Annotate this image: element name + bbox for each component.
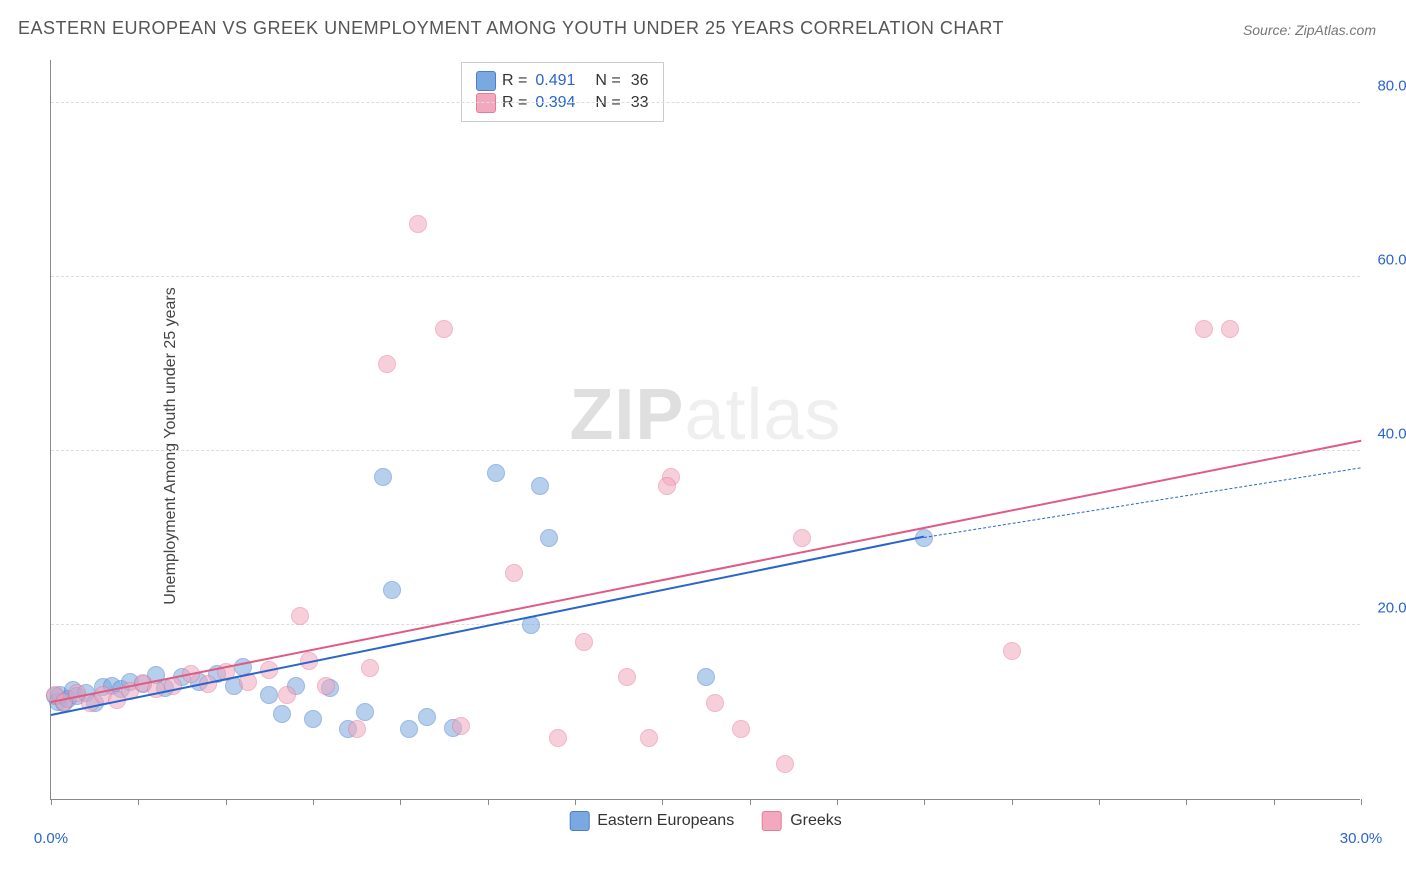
x-tick: [1274, 799, 1275, 805]
source-label: Source: ZipAtlas.com: [1243, 22, 1376, 38]
legend-row: R = 0.491 N = 36: [476, 71, 649, 91]
x-tick-label: 0.0%: [34, 830, 68, 847]
data-point: [317, 677, 335, 695]
data-point: [356, 703, 374, 721]
data-point: [776, 755, 794, 773]
legend-swatch: [569, 811, 589, 831]
legend-swatch: [762, 811, 782, 831]
legend-row: R = 0.394 N = 33: [476, 93, 649, 113]
legend-r-value: 0.394: [535, 94, 575, 112]
data-point: [435, 320, 453, 338]
legend-n-value: 36: [631, 72, 649, 90]
x-tick: [488, 799, 489, 805]
data-point: [549, 729, 567, 747]
x-tick: [51, 799, 52, 805]
data-point: [452, 717, 470, 735]
legend-label: Greeks: [790, 812, 842, 830]
data-point: [732, 720, 750, 738]
data-point: [400, 720, 418, 738]
data-point: [383, 581, 401, 599]
gridline: [51, 276, 1360, 277]
series-legend: Eastern Europeans Greeks: [569, 811, 842, 831]
correlation-legend: R = 0.491 N = 36 R = 0.394 N = 33: [461, 62, 664, 122]
x-tick: [1186, 799, 1187, 805]
data-point: [640, 729, 658, 747]
data-point: [418, 708, 436, 726]
y-tick-label: 20.0%: [1365, 599, 1406, 616]
data-point: [409, 215, 427, 233]
legend-r-value: 0.491: [535, 72, 575, 90]
legend-item: Eastern Europeans: [569, 811, 734, 831]
data-point: [348, 720, 366, 738]
x-tick: [400, 799, 401, 805]
data-point: [304, 710, 322, 728]
data-point: [575, 633, 593, 651]
y-tick-label: 40.0%: [1365, 425, 1406, 442]
x-tick: [662, 799, 663, 805]
legend-r-label: R =: [502, 72, 527, 90]
gridline: [51, 102, 1360, 103]
data-point: [540, 529, 558, 547]
x-tick: [750, 799, 751, 805]
legend-swatch: [476, 93, 496, 113]
legend-n-value: 33: [631, 94, 649, 112]
data-point: [793, 529, 811, 547]
legend-n-label: N =: [595, 72, 620, 90]
data-point: [1003, 642, 1021, 660]
data-point: [273, 705, 291, 723]
x-tick: [575, 799, 576, 805]
x-tick: [1012, 799, 1013, 805]
scatter-plot: ZIPatlas R =0.491N =36R =0.394N =33 East…: [50, 60, 1360, 800]
data-point: [505, 564, 523, 582]
chart-title: EASTERN EUROPEAN VS GREEK UNEMPLOYMENT A…: [18, 18, 1004, 39]
data-point: [374, 468, 392, 486]
data-point: [291, 607, 309, 625]
data-point: [531, 477, 549, 495]
y-tick-label: 60.0%: [1365, 251, 1406, 268]
data-point: [618, 668, 636, 686]
x-tick: [138, 799, 139, 805]
data-point: [361, 659, 379, 677]
gridline: [51, 624, 1360, 625]
watermark: ZIPatlas: [569, 374, 841, 456]
data-point: [487, 464, 505, 482]
x-tick: [1361, 799, 1362, 805]
data-point: [1221, 320, 1239, 338]
data-point: [658, 477, 676, 495]
x-tick: [837, 799, 838, 805]
x-tick: [313, 799, 314, 805]
legend-label: Eastern Europeans: [597, 812, 734, 830]
y-tick-label: 80.0%: [1365, 77, 1406, 94]
legend-item: Greeks: [762, 811, 842, 831]
data-point: [260, 686, 278, 704]
data-point: [706, 694, 724, 712]
data-point: [378, 355, 396, 373]
x-tick-label: 30.0%: [1340, 830, 1383, 847]
trend-line: [51, 440, 1361, 703]
legend-swatch: [476, 71, 496, 91]
trend-line: [51, 536, 925, 716]
x-tick: [1099, 799, 1100, 805]
gridline: [51, 450, 1360, 451]
data-point: [278, 686, 296, 704]
x-tick: [924, 799, 925, 805]
legend-r-label: R =: [502, 94, 527, 112]
legend-n-label: N =: [595, 94, 620, 112]
data-point: [1195, 320, 1213, 338]
data-point: [697, 668, 715, 686]
trend-line: [924, 467, 1361, 538]
x-tick: [226, 799, 227, 805]
